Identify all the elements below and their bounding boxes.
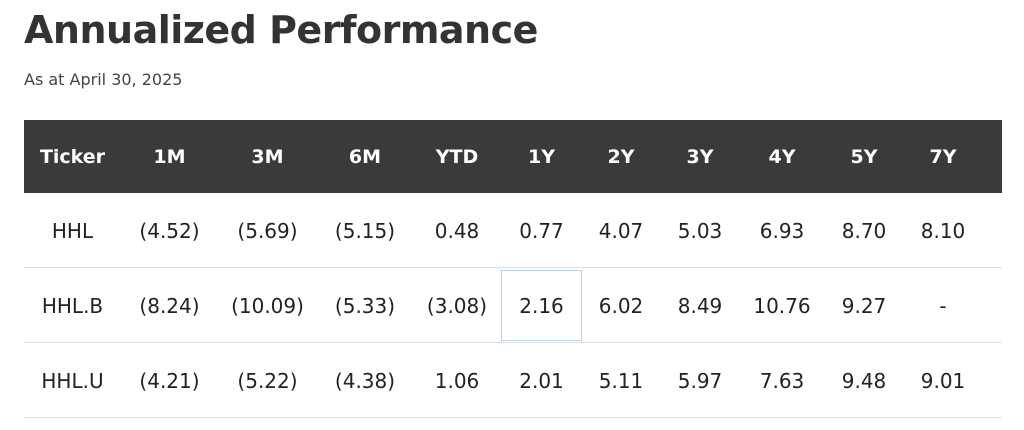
column-header: 3Y xyxy=(686,145,714,168)
value-cell: (10.09) xyxy=(231,293,304,318)
value-cell: (8.24) xyxy=(139,293,200,318)
ticker-cell: HHL.U xyxy=(41,368,104,393)
value-cell: 9.48 xyxy=(841,368,887,393)
column-header: 5Y xyxy=(850,145,878,168)
table-header xyxy=(24,120,1002,193)
value-cell: (5.33) xyxy=(334,293,396,318)
value-cell: 5.97 xyxy=(677,368,723,393)
value-cell: 0.77 xyxy=(519,218,564,243)
column-header: 1Y xyxy=(528,145,555,168)
value-cell: 4.07 xyxy=(598,218,644,243)
column-header: 6M xyxy=(348,145,382,168)
value-cell: 8.10 xyxy=(920,218,966,243)
value-cell: 0.48 xyxy=(434,218,480,243)
value-cell: (5.15) xyxy=(334,218,396,243)
value-cell: - xyxy=(939,293,947,318)
column-header: 4Y xyxy=(768,145,796,168)
value-cell: 6.93 xyxy=(759,218,805,243)
value-cell: 2.01 xyxy=(519,368,564,393)
ticker-cell: HHL.B xyxy=(41,293,104,318)
value-cell: 8.49 xyxy=(677,293,723,318)
value-cell: 9.01 xyxy=(920,368,966,393)
row-divider xyxy=(24,342,1002,343)
value-cell: (5.69) xyxy=(237,218,298,243)
value-cell: 5.03 xyxy=(677,218,723,243)
value-cell: 1.06 xyxy=(434,368,480,393)
column-header: 3M xyxy=(251,145,284,168)
value-cell: 6.02 xyxy=(598,293,644,318)
column-header: 7Y xyxy=(929,145,957,168)
column-header: 1M xyxy=(153,145,186,168)
page-subtitle: As at April 30, 2025 xyxy=(24,70,183,89)
value-cell: 10.76 xyxy=(753,293,811,318)
value-cell: 2.16 xyxy=(501,270,582,341)
value-cell: (4.21) xyxy=(139,368,200,393)
ticker-cell: HHL xyxy=(51,218,94,243)
column-header: 2Y xyxy=(607,145,635,168)
value-cell: 7.63 xyxy=(759,368,805,393)
value-cell: 5.11 xyxy=(598,368,644,393)
column-header: Ticker xyxy=(39,145,106,168)
performance-table: Ticker 1M 3M 6M YTD 1Y 2Y 3Y 4Y 5Y 7Y HHL (4.52) (5.6… xyxy=(24,120,1002,420)
row-divider xyxy=(24,417,1002,418)
column-header: YTD xyxy=(435,145,479,168)
value-cell: 9.27 xyxy=(841,293,887,318)
value-cell: (4.38) xyxy=(334,368,396,393)
row-divider xyxy=(24,267,1002,268)
value-cell: (4.52) xyxy=(139,218,200,243)
page-title: Annualized Performance xyxy=(24,8,538,52)
value-cell: (3.08) xyxy=(426,293,488,318)
value-cell: 8.70 xyxy=(841,218,887,243)
value-cell: (5.22) xyxy=(237,368,298,393)
